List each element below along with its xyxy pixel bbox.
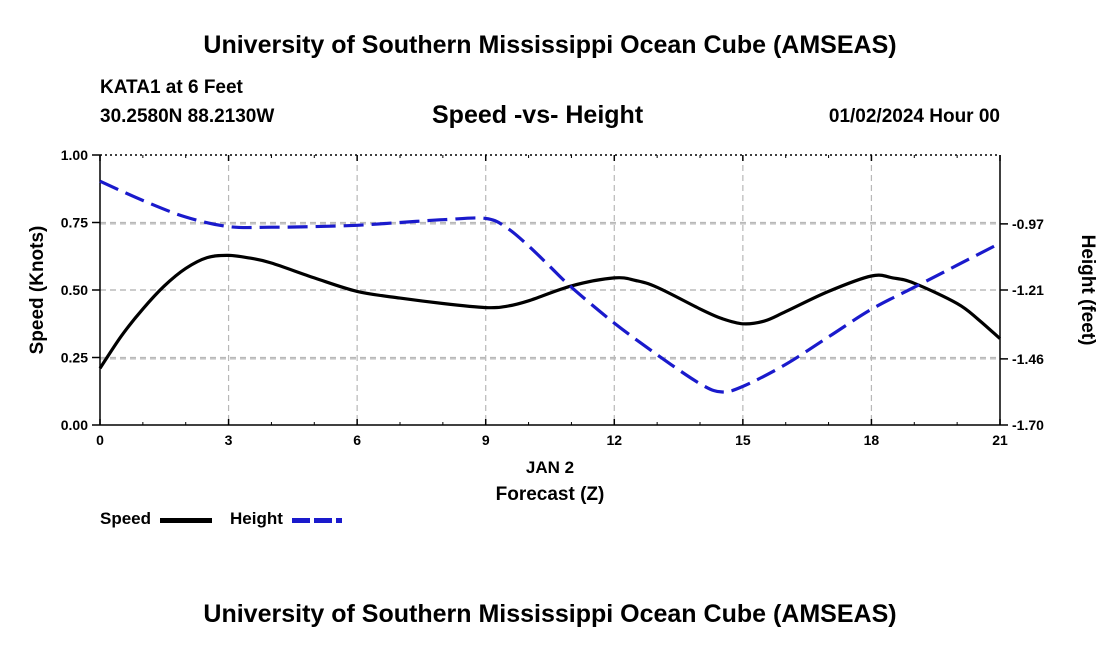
forecast-datetime: 01/02/2024 Hour 00 bbox=[828, 106, 1000, 127]
x-tick-label: 15 bbox=[735, 432, 751, 448]
x-tick-label: 6 bbox=[353, 432, 361, 448]
y-right-tick-label: -1.70 bbox=[1012, 417, 1044, 433]
x-tick-label: 3 bbox=[225, 432, 233, 448]
x-tick-label: 21 bbox=[992, 432, 1008, 448]
y-left-tick-label: 0.50 bbox=[61, 282, 88, 298]
station-label: KATA1 at 6 Feet bbox=[100, 77, 243, 98]
x-tick-label: 0 bbox=[96, 432, 104, 448]
x-axis-date-label: JAN 2 bbox=[526, 458, 574, 477]
y-right-tick-label: -0.97 bbox=[1012, 216, 1044, 232]
chart-title: Speed -vs- Height bbox=[432, 101, 644, 129]
y-left-tick-label: 1.00 bbox=[61, 147, 88, 163]
y-right-tick-label: -1.46 bbox=[1012, 351, 1044, 367]
height-series-line bbox=[99, 179, 1001, 394]
y-left-tick-label: 0.75 bbox=[61, 215, 88, 231]
y-right-tick-label: -1.21 bbox=[1012, 282, 1044, 298]
x-tick-label: 12 bbox=[606, 432, 622, 448]
x-axis-title: Forecast (Z) bbox=[496, 484, 605, 505]
y-left-tick-label: 0.25 bbox=[61, 350, 88, 366]
legend-speed-label: Speed bbox=[100, 509, 152, 528]
chart-header-title: University of Southern Mississippi Ocean… bbox=[203, 31, 897, 59]
y-left-tick-label: 0.00 bbox=[61, 417, 88, 433]
speed-height-chart: 0 3 6 9 12 15 18 21 0.00 0.25 0.50 0.75 1.00 -0.97 -1.… bbox=[27, 147, 1098, 505]
x-tick-label: 9 bbox=[482, 432, 490, 448]
speed-series-line bbox=[98, 253, 1002, 370]
x-tick-label: 18 bbox=[864, 432, 880, 448]
station-coordinates: 30.2580N 88.2130W bbox=[100, 106, 275, 127]
chart-footer-title: University of Southern Mississippi Ocean… bbox=[203, 600, 897, 628]
legend-speed-swatch bbox=[160, 518, 212, 523]
legend-height-swatch bbox=[292, 518, 342, 523]
legend-height-label: Height bbox=[230, 509, 283, 528]
y-right-axis-title: Height (feet) bbox=[1077, 235, 1098, 346]
y-left-axis-title: Speed (Knots) bbox=[27, 226, 48, 355]
